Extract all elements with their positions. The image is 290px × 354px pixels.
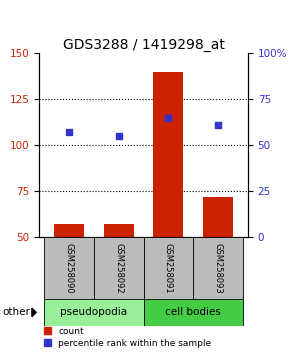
Legend: count, percentile rank within the sample: count, percentile rank within the sample [44,327,211,348]
Point [116,133,121,139]
Text: GSM258092: GSM258092 [114,243,123,293]
Text: cell bodies: cell bodies [165,307,221,318]
Bar [44,237,94,299]
Bar [193,237,243,299]
Bar [144,299,243,326]
Bar [104,224,134,329]
Bar [54,224,84,329]
Point [216,122,220,128]
Bar [153,72,183,329]
Point [67,130,71,135]
Bar [144,237,193,299]
Point [166,115,171,120]
Bar [203,197,233,329]
Text: GSM258090: GSM258090 [64,243,73,293]
Text: GSM258091: GSM258091 [164,243,173,293]
Text: pseudopodia: pseudopodia [60,307,127,318]
Bar [94,237,144,299]
Title: GDS3288 / 1419298_at: GDS3288 / 1419298_at [63,38,224,52]
Text: other: other [3,307,30,318]
Text: GSM258093: GSM258093 [214,243,223,293]
Bar [44,299,144,326]
